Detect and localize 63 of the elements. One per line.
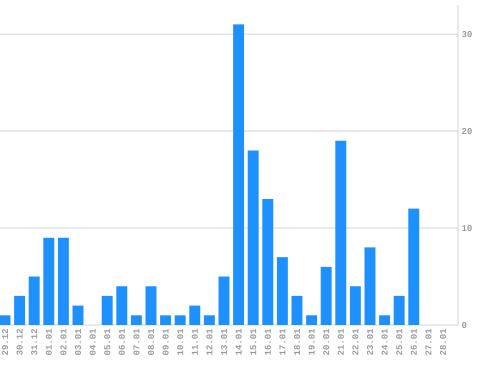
x-tick-label: 05.01 <box>104 328 110 355</box>
bar <box>335 140 346 325</box>
bar <box>116 286 128 325</box>
x-tick-label: 07.01 <box>133 328 140 355</box>
bar <box>306 315 318 325</box>
x-tick-label: 06.01 <box>118 328 125 355</box>
bar <box>276 257 288 325</box>
bar <box>218 276 230 325</box>
x-tick-label: 13.01 <box>220 328 228 355</box>
x-tick-label: 23.01 <box>366 328 374 355</box>
x-tick-label: 08.01 <box>148 328 154 355</box>
x-tick-label: 21.01 <box>338 328 344 355</box>
x-tick-label: 27.01 <box>425 328 432 355</box>
bar <box>248 150 259 325</box>
bar <box>204 315 215 325</box>
x-tick-label: 15.01 <box>250 328 256 355</box>
x-tick-label: 14.01 <box>236 328 242 355</box>
x-tick-label: 30.12 <box>16 329 23 356</box>
x-tick-label: 11.01 <box>192 328 198 355</box>
bar <box>58 238 69 325</box>
x-tick-label: 31.12 <box>31 329 38 356</box>
y-tick-label: 10 <box>462 224 472 232</box>
x-tick-label: 03.01 <box>74 328 82 355</box>
y-tick-label: 20 <box>462 128 472 134</box>
x-tick-label: 09.01 <box>162 328 169 355</box>
x-tick-label: 22.01 <box>352 328 358 355</box>
x-tick-label: 26.01 <box>410 328 417 355</box>
bar <box>408 208 420 325</box>
x-tick-label: 12.01 <box>206 328 212 355</box>
bar <box>320 266 332 325</box>
bar <box>0 315 10 325</box>
bar <box>160 315 172 325</box>
x-tick-label: 17.01 <box>279 328 286 355</box>
bar <box>233 24 244 325</box>
x-tick-label: 16.01 <box>264 328 271 355</box>
y-tick-label: 0 <box>462 322 466 328</box>
bar <box>292 296 302 325</box>
x-tick-label: 24.01 <box>382 328 388 355</box>
bar <box>262 198 274 325</box>
bar <box>14 296 26 325</box>
bar <box>394 296 405 325</box>
x-tick-label: 19.01 <box>308 328 315 355</box>
x-tick-label: 29.12 <box>2 329 8 355</box>
x-tick-label: 28.01 <box>440 328 446 355</box>
x-tick-label: 02.01 <box>60 328 66 355</box>
bar <box>379 315 390 325</box>
bar <box>28 276 40 325</box>
bar <box>72 306 84 325</box>
bar <box>43 238 54 325</box>
bar <box>130 315 142 325</box>
y-tick-label: 30 <box>462 31 472 38</box>
bar <box>146 286 156 325</box>
bar <box>189 306 200 325</box>
x-tick-label: 25.01 <box>396 328 402 355</box>
bar <box>350 286 361 325</box>
x-tick-label: 20.01 <box>323 328 330 355</box>
bar <box>102 296 113 325</box>
x-tick-label: 04.01 <box>90 328 96 355</box>
x-tick-label: 18.01 <box>294 328 300 355</box>
bar <box>364 247 376 325</box>
x-tick-label: 01.01 <box>46 328 52 355</box>
bar <box>174 315 186 325</box>
x-tick-label: 10.01 <box>177 328 184 355</box>
